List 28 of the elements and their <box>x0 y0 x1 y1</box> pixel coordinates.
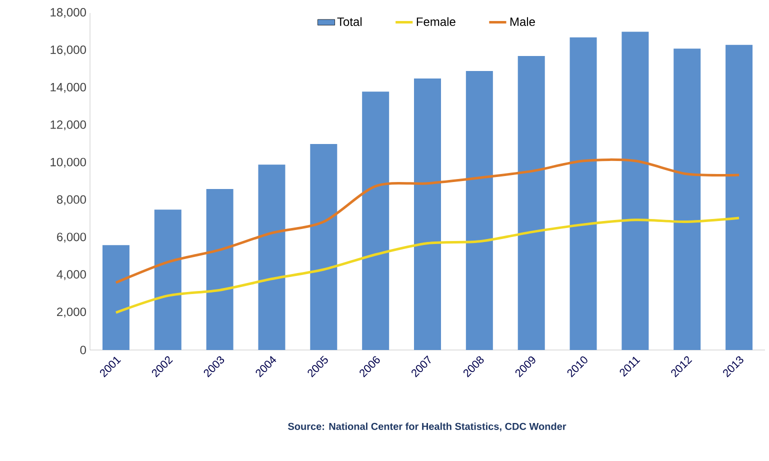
y-tick-label: 8,000 <box>56 195 86 206</box>
bar <box>570 37 597 350</box>
bar <box>726 44 753 350</box>
y-tick-label: 0 <box>80 346 86 354</box>
legend-label: Male <box>510 17 535 26</box>
bar <box>310 144 338 350</box>
y-tick-label: 6,000 <box>57 232 86 243</box>
source-note: Source: National Center for Health Statistics, CDC Wonder <box>288 422 566 432</box>
line-series <box>114 216 740 314</box>
bar <box>622 32 649 350</box>
bar <box>674 48 701 350</box>
legend-label: Female <box>416 17 456 26</box>
y-tick-label: 14,000 <box>50 82 86 93</box>
bar <box>102 245 130 350</box>
bar <box>362 92 390 350</box>
bar <box>414 78 441 350</box>
y-tick-label: 12,000 <box>50 120 86 130</box>
y-tick-label: 16,000 <box>50 45 86 56</box>
bar <box>206 188 234 350</box>
y-tick-label: 10,000 <box>50 158 86 168</box>
bar <box>518 56 545 350</box>
bar <box>466 71 493 350</box>
y-tick-label: 4,000 <box>56 270 86 280</box>
bar <box>154 210 182 350</box>
bar <box>258 164 286 350</box>
y-tick-label: 18,000 <box>50 8 86 18</box>
y-tick-label: 2,000 <box>57 308 86 318</box>
legend-label: Total <box>337 17 362 26</box>
